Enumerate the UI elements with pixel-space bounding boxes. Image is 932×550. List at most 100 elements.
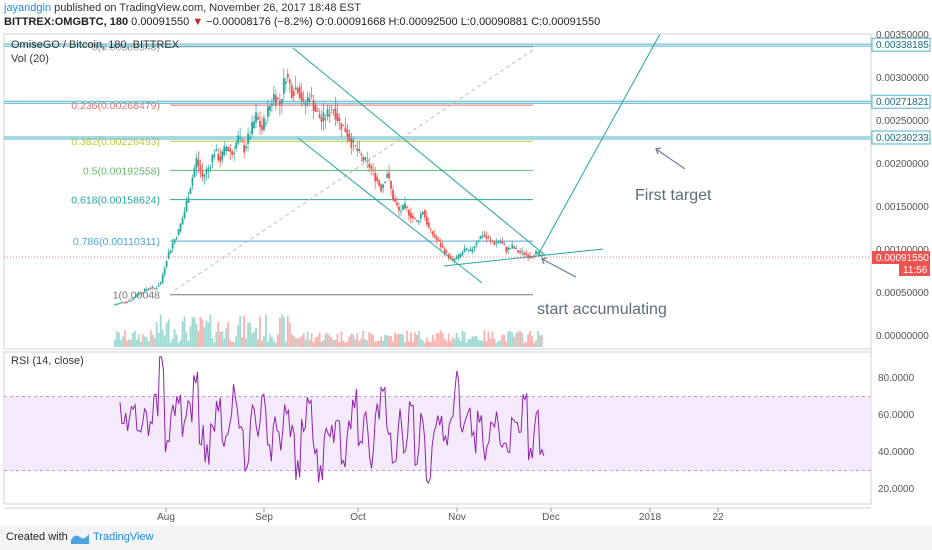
volume-bar <box>366 340 369 347</box>
candle-body <box>271 104 273 106</box>
volume-bar <box>523 342 526 347</box>
candle-body <box>539 254 541 256</box>
time-tick: 22 <box>712 512 724 523</box>
volume-bar <box>338 341 341 347</box>
candle-body <box>213 154 216 157</box>
volume-bar <box>531 336 533 347</box>
volume-bar <box>483 329 486 347</box>
candle-body <box>525 253 527 255</box>
volume-bar <box>141 334 144 347</box>
volume-bar <box>211 338 214 347</box>
candle-body <box>217 153 220 161</box>
volume-bar <box>173 329 176 347</box>
volume-bar <box>507 331 510 347</box>
candle-body <box>207 168 210 172</box>
time-tick: Dec <box>542 512 560 523</box>
candle-body <box>253 121 255 129</box>
volume-bar <box>177 342 180 347</box>
fib-level-label: 0(0.00336348) <box>92 42 160 54</box>
volume-bar <box>179 339 182 347</box>
volume-bar <box>201 319 204 347</box>
candle-body <box>479 236 482 240</box>
volume-bar <box>199 316 202 347</box>
volume-bar <box>280 314 283 347</box>
candle-body <box>116 303 118 305</box>
candle-body <box>384 181 386 183</box>
candle-body <box>441 245 444 248</box>
volume-bar <box>257 338 259 347</box>
candle-body <box>151 287 154 289</box>
volume-bar <box>398 333 400 347</box>
volume-bar <box>272 340 275 347</box>
volume-bar <box>396 334 398 347</box>
candle-body <box>243 145 245 153</box>
candle-body <box>523 252 526 255</box>
volume-bar <box>290 333 293 347</box>
candle-body <box>161 274 164 283</box>
price-tick: 0.00300000 <box>876 73 929 84</box>
candle-body <box>328 114 331 117</box>
volume-bar <box>342 340 345 347</box>
pane-title: OmiseGO / Bitcoin, 180, BITTREX <box>11 39 180 51</box>
rsi-series <box>119 356 545 485</box>
candle-body <box>352 140 355 143</box>
volume-bar <box>326 332 329 347</box>
volume-bar <box>380 336 383 347</box>
volume-bar <box>124 330 126 347</box>
arrow-first-target-head <box>655 147 662 155</box>
candle-body <box>128 300 130 302</box>
candle-body <box>233 152 236 154</box>
volume-bar <box>137 334 140 347</box>
volume-bar <box>213 342 216 347</box>
candle-body <box>515 248 518 250</box>
candle-body <box>261 125 263 131</box>
price-tick: 0.00000000 <box>876 331 929 342</box>
volume-bar <box>449 341 452 347</box>
candle-body <box>330 112 333 114</box>
candle-body <box>477 240 480 242</box>
candle-body <box>346 129 349 138</box>
volume-bar <box>475 335 478 347</box>
candle-body <box>451 258 454 260</box>
tradingview-brand[interactable]: TradingView <box>93 531 154 543</box>
candle-body <box>237 135 240 144</box>
candle-body <box>495 242 498 244</box>
candle-body <box>427 222 430 228</box>
candle-body <box>193 168 196 177</box>
volume-bar <box>284 341 287 347</box>
candle-body <box>153 288 156 290</box>
chart-area[interactable]: 0(0.00336348) 0.236(0.00268479) 0.382(0.00… <box>0 0 932 526</box>
volume-bar <box>159 314 162 347</box>
volume-bar <box>495 342 498 347</box>
candle-body <box>165 260 168 267</box>
volume-bar <box>207 322 210 347</box>
candle-body <box>310 95 313 97</box>
candle-body <box>231 151 234 155</box>
candle-body <box>404 203 406 209</box>
volume-bar <box>145 337 148 347</box>
volume-bar <box>155 321 158 347</box>
volume-bar <box>118 332 120 347</box>
volume-bar <box>378 340 381 347</box>
footer: Created with TradingView <box>0 526 932 550</box>
volume-bar <box>231 342 234 347</box>
candle-body <box>143 288 146 292</box>
ticker-info: BITTREX:OMGBTC, 180 0.00091550 ▼ −0.0000… <box>4 16 600 28</box>
fib-trend-dashed <box>174 49 534 291</box>
candle-body <box>364 157 367 160</box>
volume-bar <box>151 334 154 347</box>
candle-body <box>417 221 420 223</box>
candle-body <box>475 242 478 245</box>
candle-body <box>431 231 434 235</box>
candle-body <box>425 216 428 225</box>
volume-bar <box>467 339 470 347</box>
candle-body <box>304 102 307 106</box>
volume-bar <box>415 334 418 347</box>
author-link[interactable]: jayandgin <box>4 2 52 14</box>
candle-body <box>292 90 295 97</box>
time-tick: Sep <box>255 512 273 523</box>
volume-bar <box>282 316 285 347</box>
candle-body <box>296 88 299 93</box>
candle-body <box>517 250 520 253</box>
volume-bar <box>362 330 365 347</box>
